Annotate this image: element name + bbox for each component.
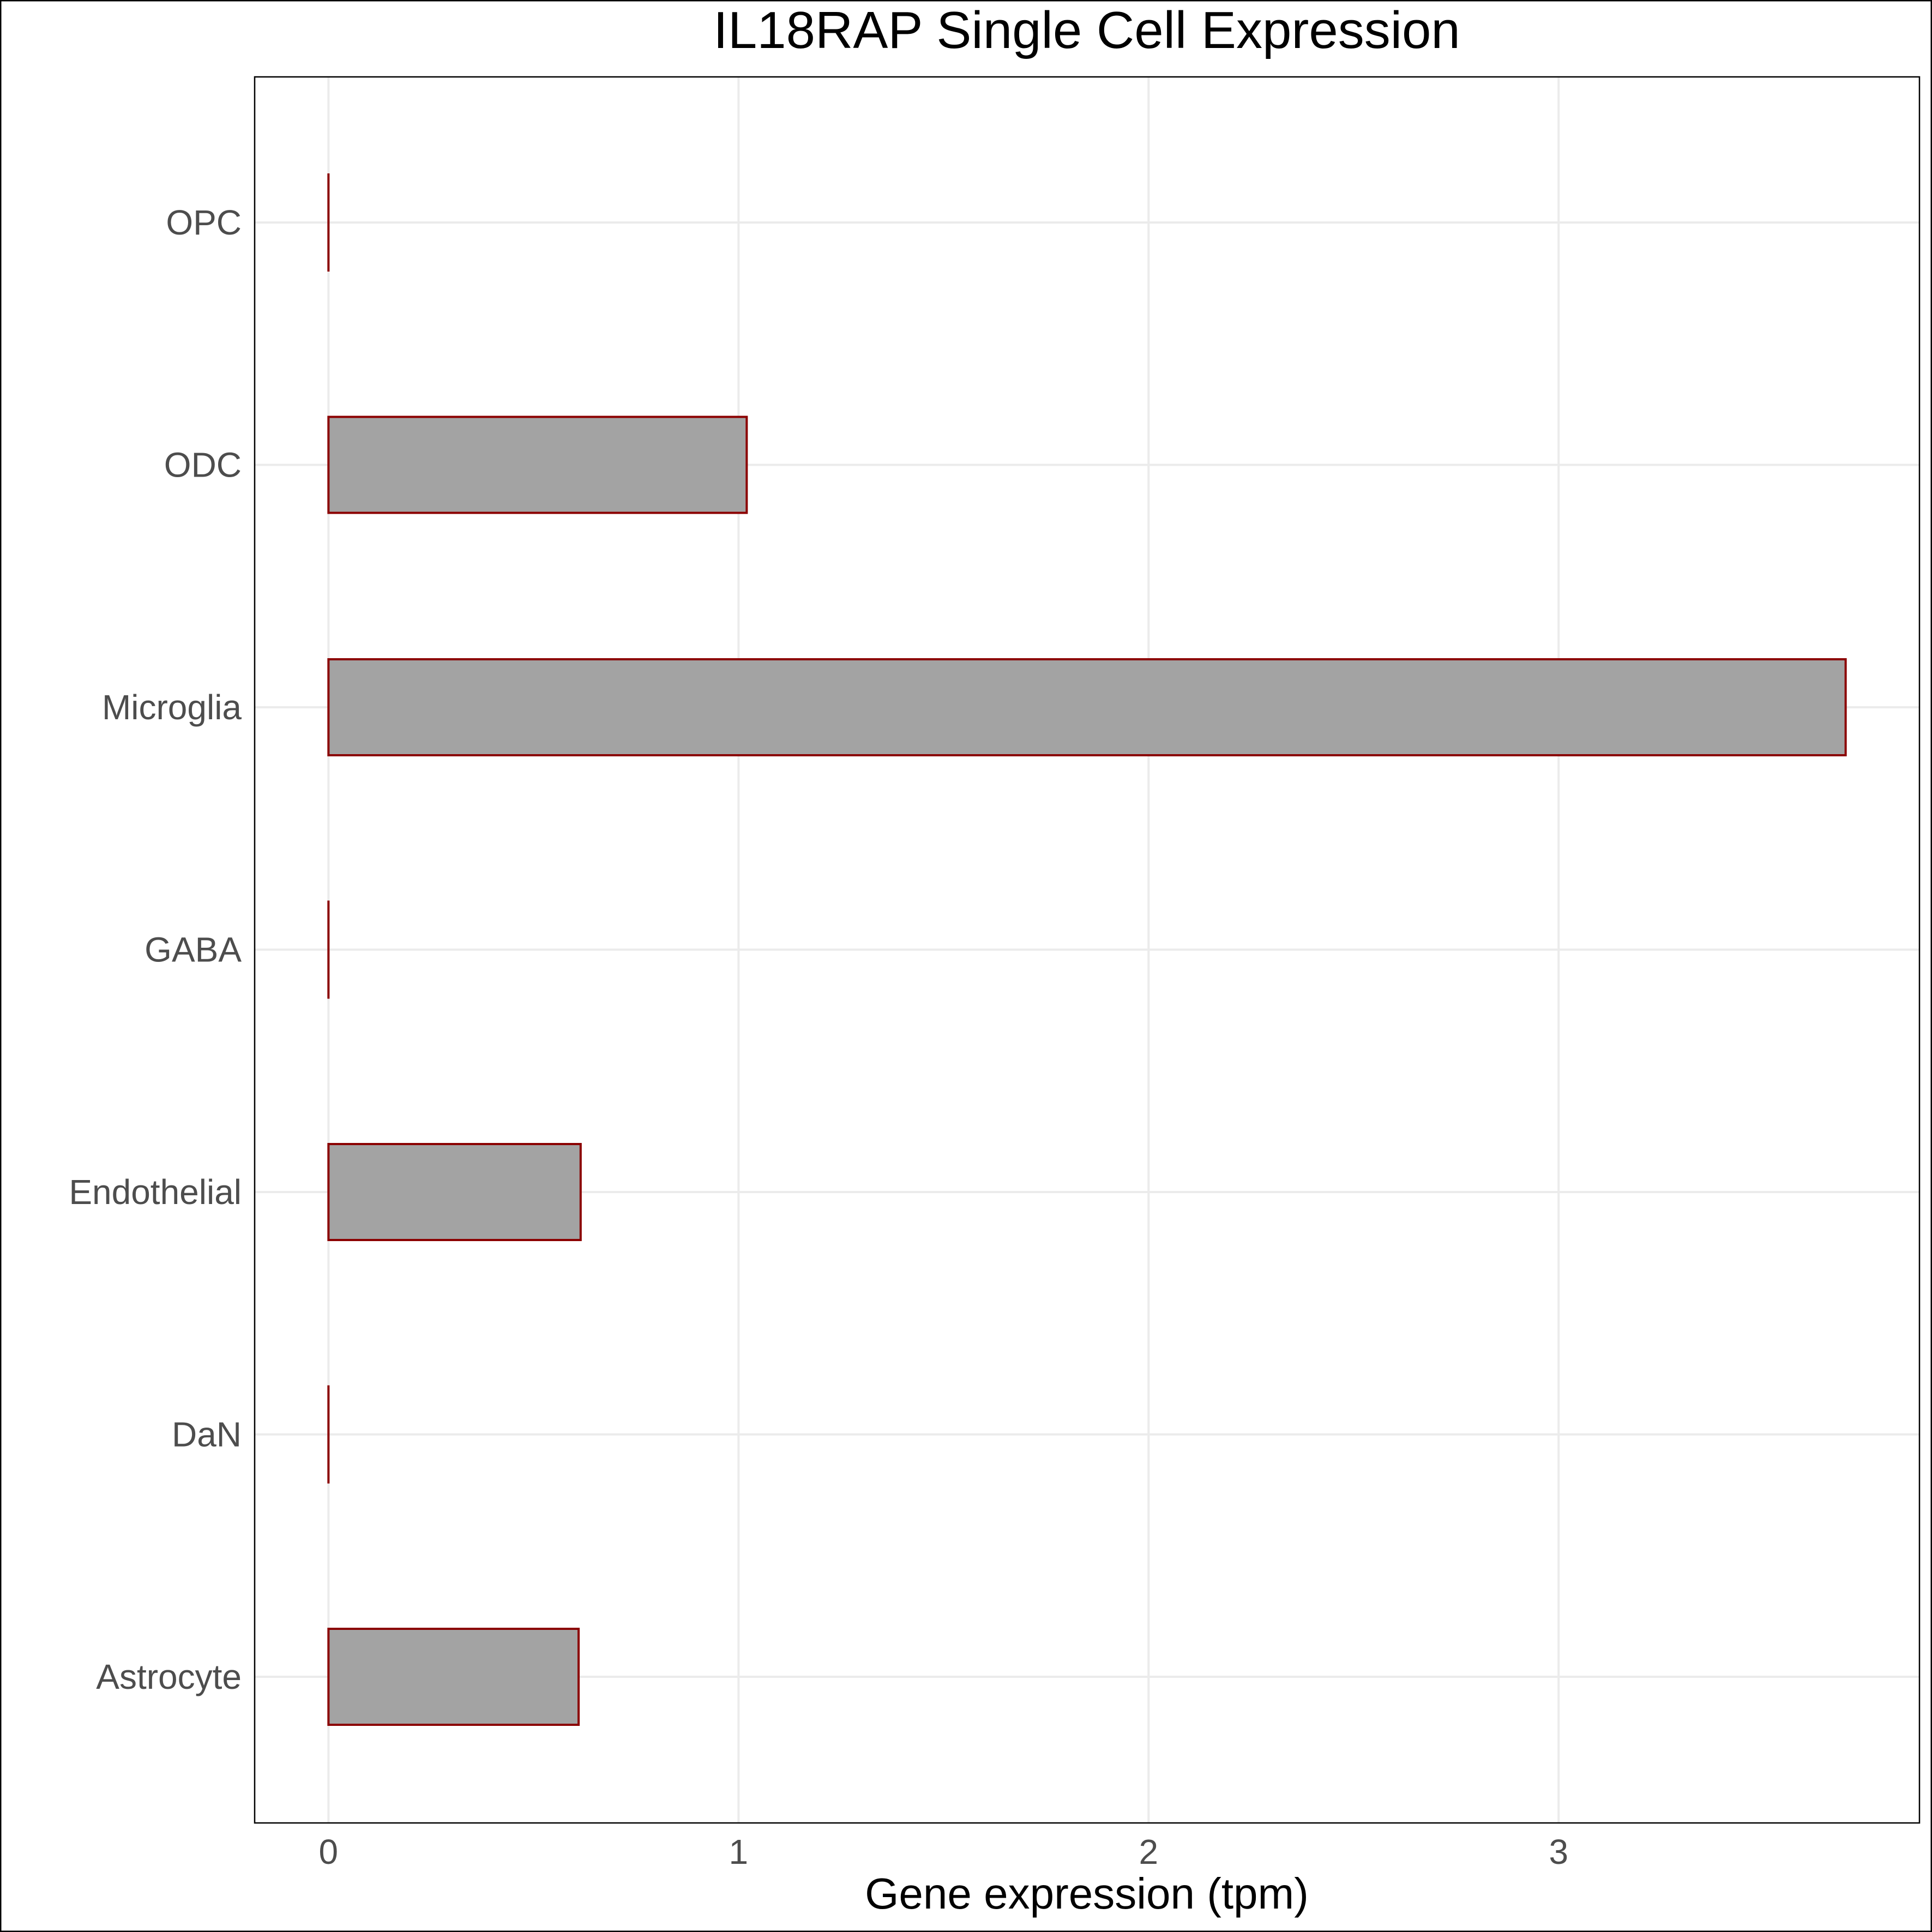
bar xyxy=(328,1144,580,1240)
bar xyxy=(328,417,747,513)
y-tick-label: GABA xyxy=(145,930,242,970)
y-tick-label: OPC xyxy=(166,203,242,242)
y-tick-label: Astrocyte xyxy=(96,1657,242,1696)
x-tick-label: 2 xyxy=(1139,1832,1158,1871)
y-tick-label: Endothelial xyxy=(69,1172,242,1212)
bar xyxy=(328,659,1845,755)
y-tick-label: DaN xyxy=(172,1415,242,1454)
x-axis-title: Gene expression (tpm) xyxy=(865,1869,1309,1918)
x-tick-label: 3 xyxy=(1549,1832,1568,1871)
y-tick-label: ODC xyxy=(164,446,242,485)
bar xyxy=(328,1629,579,1725)
y-tick-label: Microglia xyxy=(102,688,242,727)
x-tick-label: 1 xyxy=(729,1832,749,1871)
x-tick-label: 0 xyxy=(319,1832,339,1871)
chart-title: IL18RAP Single Cell Expression xyxy=(713,1,1460,59)
